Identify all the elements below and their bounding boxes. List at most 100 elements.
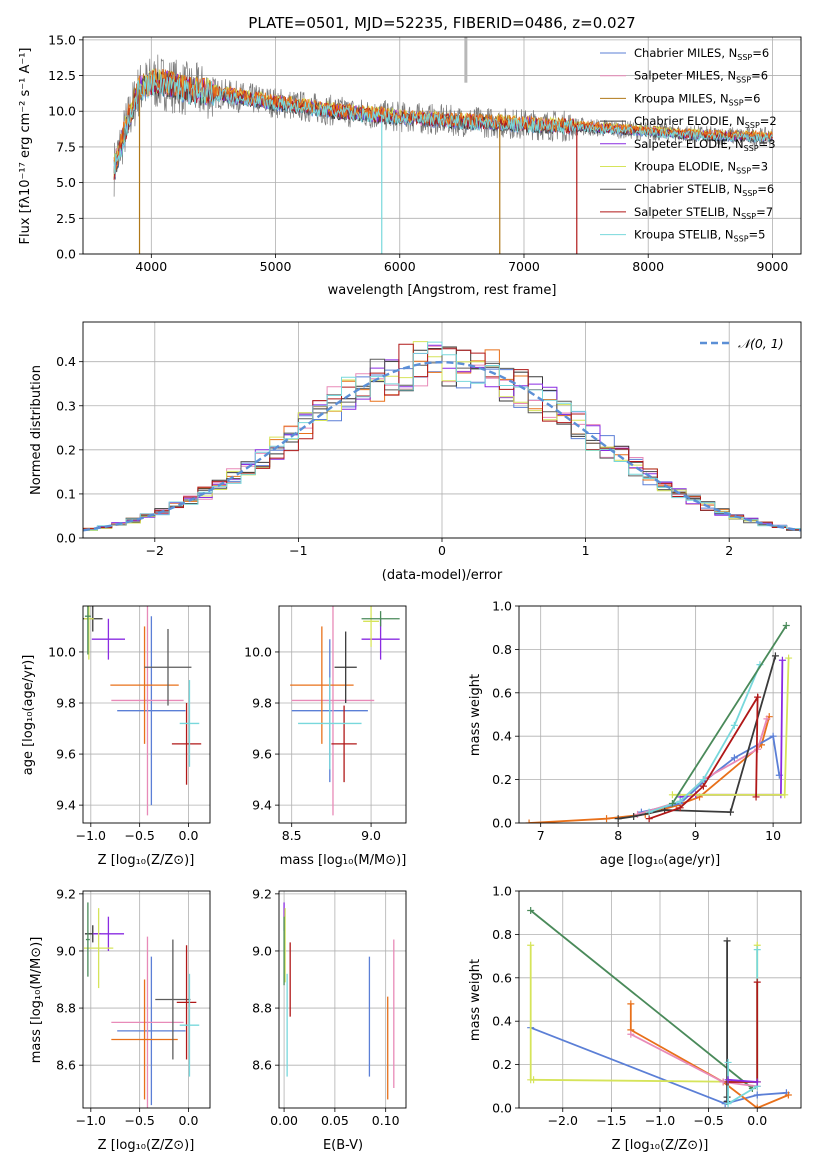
x-tick-label: 7 bbox=[537, 828, 545, 843]
massweight-vs-age-plot-area: 7 8 9 10 0.0 0.2 0.4 0.6 0.8 1.0 bbox=[492, 599, 802, 843]
axes-frame bbox=[278, 605, 407, 824]
y-tick-label: 0.0 bbox=[56, 247, 76, 262]
legend-subscript: SSP bbox=[744, 144, 759, 153]
legend-value: =6 bbox=[757, 182, 774, 196]
grid bbox=[83, 891, 210, 1108]
mass-weight-marker bbox=[699, 776, 707, 784]
mass-weight-marker bbox=[603, 815, 611, 823]
x-tick-label: −1.0 bbox=[76, 828, 106, 843]
model-spectrum-line bbox=[113, 71, 773, 175]
spectrum-ylabel: Flux [fλ10⁻¹⁷ erg cm⁻² s⁻¹ A⁻¹] bbox=[18, 48, 33, 245]
legend-value: =2 bbox=[760, 114, 777, 128]
age-vs-mass-panel: 8.5 9.0 9.4 9.6 9.8 10.0 mass [log₁₀(M/M⊙)] bbox=[244, 605, 407, 868]
y-tick-label: 0.6 bbox=[492, 970, 512, 985]
mass-weight-marker bbox=[668, 791, 676, 799]
plot-content bbox=[527, 907, 792, 1108]
y-tick-label: 0.2 bbox=[492, 772, 512, 787]
age-vs-Z-panel: −1.0 −0.5 0.0 9.4 9.6 9.8 10.0 Z [log₁₀(Z/Z⊙)]… bbox=[21, 605, 211, 868]
mass-vs-Z-xlabel: Z [log₁₀(Z/Z⊙)] bbox=[98, 1138, 195, 1153]
y-tick-label: 8.8 bbox=[56, 1001, 76, 1016]
mass-weight-marker bbox=[630, 812, 638, 820]
spectrum-title: PLATE=0501, MJD=52235, FIBERID=0486, z=0… bbox=[248, 14, 635, 32]
mass-weight-marker bbox=[763, 715, 771, 723]
mass-weight-marker bbox=[784, 1091, 792, 1099]
x-tick-label: 0.10 bbox=[372, 1113, 400, 1128]
mass-weight-marker bbox=[699, 782, 707, 790]
y-tick-label: 9.4 bbox=[56, 798, 76, 813]
y-tick-label: 0.1 bbox=[56, 486, 76, 501]
legend-value: =6 bbox=[751, 69, 768, 83]
mass-weight-marker bbox=[730, 721, 738, 729]
mass-weight-marker bbox=[668, 799, 676, 807]
massweight-vs-age-xlabel: age [log₁₀(age/yr)] bbox=[600, 853, 721, 868]
y-tick-label: 9.8 bbox=[56, 696, 76, 711]
y-tick-label: 15.0 bbox=[48, 32, 76, 47]
axes: −2 −1 0 1 2 0.0 0.1 0.2 0.3 0.4 𝒩(0, 1) bbox=[56, 321, 802, 558]
y-tick-label: 10.0 bbox=[48, 104, 76, 119]
legend-value: =7 bbox=[756, 205, 773, 219]
massweight-vs-age-ylabel: mass weight bbox=[468, 674, 483, 756]
legend-label: Kroupa MILES, NSSP=6 bbox=[634, 91, 760, 107]
mass-weight-marker bbox=[771, 652, 779, 660]
mass-weight-marker bbox=[727, 808, 734, 816]
x-tick-label: 9.0 bbox=[361, 828, 381, 843]
spectrum-legend: Chabrier MILES, NSSP=6 Salpeter MILES, NS… bbox=[600, 46, 777, 244]
y-tick-label: 7.5 bbox=[56, 139, 76, 154]
y-tick-label: 0.0 bbox=[492, 1101, 512, 1116]
legend-subscript: SSP bbox=[737, 53, 752, 62]
x-tick-label: 8000 bbox=[632, 259, 664, 274]
y-tick-label: 9.2 bbox=[56, 886, 76, 901]
x-tick-label: −0.5 bbox=[124, 1113, 154, 1128]
legend-subscript: SSP bbox=[741, 212, 756, 221]
y-tick-label: 12.5 bbox=[48, 68, 76, 83]
x-tick-label: 0.0 bbox=[179, 1113, 199, 1128]
x-tick-label: −1 bbox=[289, 543, 307, 558]
plot-content bbox=[290, 606, 400, 816]
axes-frame bbox=[278, 890, 407, 1109]
age-vs-mass-xlabel: mass [log₁₀(M/M⊙)] bbox=[280, 853, 407, 868]
mass-weight-marker bbox=[724, 1058, 732, 1066]
x-tick-label: 0.0 bbox=[179, 828, 199, 843]
y-tick-label: 10.0 bbox=[244, 644, 272, 659]
x-tick-label: 4000 bbox=[135, 259, 167, 274]
mass-weight-marker bbox=[723, 937, 731, 945]
y-tick-label: 0.4 bbox=[492, 1014, 512, 1029]
y-tick-label: 8.6 bbox=[252, 1058, 272, 1073]
axes-frame bbox=[82, 605, 211, 824]
massweight-vs-age-panel: 7 8 9 10 0.0 0.2 0.4 0.6 0.8 1.0 age [log₁₀(age/y… bbox=[468, 599, 802, 868]
y-tick-label: 0.4 bbox=[56, 354, 76, 369]
y-tick-label: 9.6 bbox=[56, 747, 76, 762]
residual-histogram bbox=[83, 341, 801, 531]
mass-weight-marker bbox=[730, 754, 738, 762]
mass-vs-Z-ylabel: mass [log₁₀(M/M⊙)] bbox=[29, 937, 44, 1064]
mass-weight-marker bbox=[753, 1091, 761, 1099]
axes-frame bbox=[82, 890, 211, 1109]
mass-weight-line bbox=[671, 625, 788, 804]
y-tick-label: 8.8 bbox=[252, 1001, 272, 1016]
x-tick-label: −2.0 bbox=[548, 1113, 578, 1128]
y-tick-label: 2.5 bbox=[56, 211, 76, 226]
x-tick-label: −0.5 bbox=[124, 828, 154, 843]
residuals-plot-area: −2 −1 0 1 2 0.0 0.1 0.2 0.3 0.4 𝒩(0, 1) bbox=[56, 321, 802, 558]
axes: 4000 5000 6000 7000 8000 9000 0.0 2.5 5.0 7.5 10.0… bbox=[48, 32, 802, 274]
axes-frame bbox=[518, 605, 802, 824]
x-tick-label: −0.5 bbox=[693, 1113, 723, 1128]
spectrum-panel: PLATE=0501, MJD=52235, FIBERID=0486, z=0… bbox=[18, 14, 802, 298]
mass-vs-ebv-xlabel: E(B-V) bbox=[323, 1138, 363, 1153]
age-vs-Z-ylabel: age [log₁₀(age/yr)] bbox=[21, 655, 36, 776]
mass-weight-marker bbox=[754, 693, 762, 701]
y-tick-label: 0.4 bbox=[492, 729, 512, 744]
y-tick-label: 1.0 bbox=[492, 884, 512, 899]
axes: −1.0 −0.5 0.0 9.4 9.6 9.8 10.0 bbox=[48, 605, 211, 843]
y-tick-label: 0.0 bbox=[492, 816, 512, 831]
y-tick-label: 0.0 bbox=[56, 531, 76, 546]
legend-value: =3 bbox=[759, 137, 776, 151]
x-tick-label: −2 bbox=[146, 543, 164, 558]
mass-weight-line bbox=[728, 1078, 758, 1083]
legend-value: =6 bbox=[752, 46, 769, 60]
mass-weight-marker bbox=[723, 1093, 731, 1101]
legend-subscript: SSP bbox=[734, 235, 749, 244]
x-tick-label: 8 bbox=[614, 828, 622, 843]
plot-content bbox=[83, 902, 200, 1108]
